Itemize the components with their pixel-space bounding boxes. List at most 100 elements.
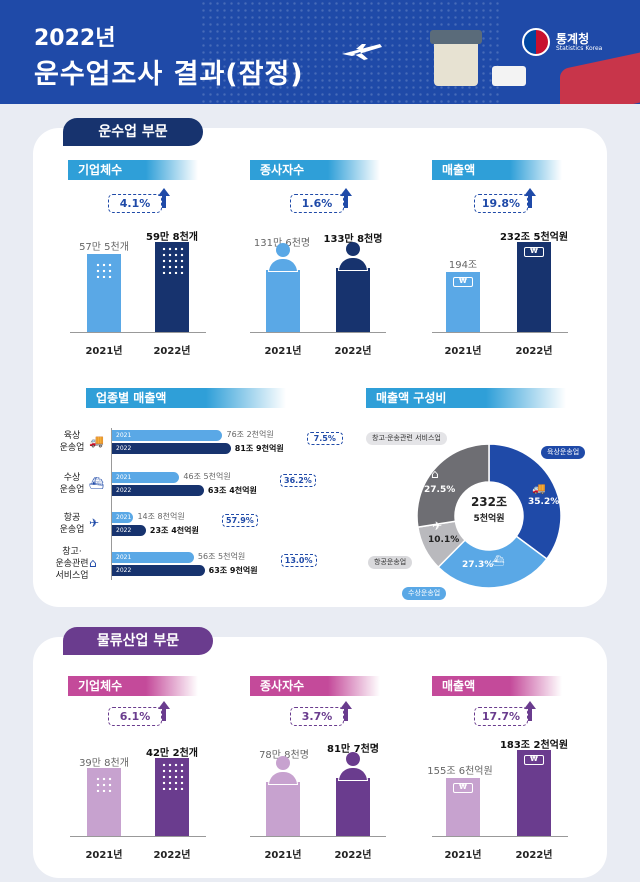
logo-name: 통계청: [556, 32, 590, 46]
building-windows: [161, 246, 185, 274]
transport-employees-2022-value: 133만 8천명: [323, 234, 383, 245]
industry-2021-bar: 2021: [112, 512, 134, 523]
won-bill-icon: ₩: [453, 277, 473, 287]
won-bill-icon: ₩: [524, 247, 544, 257]
chart-baseline: [432, 332, 568, 333]
logistics-employees-2021-value: 78만 8천명: [259, 750, 309, 761]
industry-2021-value: 76조 2천억원: [226, 430, 274, 439]
industry-growth-rate: 57.9%: [221, 514, 258, 527]
year-2022-label: 2022년: [334, 346, 372, 357]
logistics-employees-2022-value: 81만 7천명: [327, 744, 379, 755]
airplane-icon: [342, 44, 382, 60]
year-2021-label: 2021년: [85, 346, 123, 357]
donut-center-total: 232조: [470, 495, 508, 509]
transport-establishments-label: 기업체수: [68, 160, 198, 180]
truck-icon: [492, 66, 526, 86]
industry-name: 창고· 운송관련 서비스업: [55, 547, 89, 581]
year-2022-label: 2022년: [334, 850, 372, 861]
industry-2021-value: 46조 5천억원: [183, 472, 231, 481]
year-2022-label: 2022: [116, 527, 132, 534]
increase-arrow-icon: [524, 188, 536, 208]
airplane-icon: ✈: [89, 516, 100, 530]
callout-warehouse-services: 창고·운송관련 서비스업: [366, 432, 447, 445]
transport-employees-rate: 1.6%: [290, 194, 344, 213]
transport-employees-2022-bar: [336, 268, 370, 332]
year-2021-label: 2021년: [444, 850, 482, 861]
industry-2022-bar: 2022: [112, 525, 146, 536]
year-2022-label: 2022년: [515, 850, 553, 861]
industry-growth-rate: 36.2%: [279, 474, 316, 487]
building-windows: [95, 262, 113, 278]
year-2022-label: 2022: [116, 445, 132, 452]
composition-label: 매출액 구성비: [366, 388, 566, 408]
donut-slice: [488, 443, 562, 560]
industry-growth-rate: 7.5%: [306, 432, 343, 445]
logistics-establishments-2021-bar: [87, 768, 121, 836]
transport-sales-rate: 19.8%: [474, 194, 528, 213]
composition-donut-chart: [416, 443, 562, 589]
airplane-icon: ✈: [432, 519, 443, 533]
statistics-korea-logo: 통계청 Statistics Korea: [522, 28, 632, 58]
logistics-employees-2021-bar: [266, 782, 300, 836]
logistics-establishments-2022-bar: [155, 758, 189, 836]
year-2022-label: 2022년: [153, 850, 191, 861]
transport-establishments-2021-bar: [87, 254, 121, 332]
industry-2021-bar: 2021: [112, 472, 180, 483]
chart-baseline: [70, 332, 206, 333]
transport-sales-2021-bar: ₩: [446, 272, 480, 332]
industry-sales-label: 업종별 매출액: [86, 388, 286, 408]
logistics-sales-label: 매출액: [432, 676, 562, 696]
industry-2022-value: 63조 9천억원: [208, 566, 258, 575]
year-2021-label: 2021: [116, 432, 132, 439]
increase-arrow-icon: [158, 188, 170, 208]
industry-2022-bar: 2022: [112, 565, 205, 576]
increase-arrow-icon: [158, 701, 170, 721]
increase-arrow-icon: [524, 701, 536, 721]
slice-label-water: 27.3%: [462, 560, 494, 570]
building-windows: [95, 776, 113, 792]
industry-2021-value: 56조 5천억원: [197, 552, 246, 561]
truck-icon: 🚚: [89, 434, 104, 448]
industry-2021-bar: 2021: [112, 552, 194, 563]
transport-employees-label: 종사자수: [250, 160, 380, 180]
logo-subtitle: Statistics Korea: [556, 45, 603, 52]
chart-baseline: [70, 836, 206, 837]
won-bill-icon: ₩: [524, 755, 544, 765]
ship-icon: ⛴: [492, 556, 505, 567]
transport-employees-2021-bar: [266, 270, 300, 332]
transport-sales-label: 매출액: [432, 160, 562, 180]
won-bill-icon: ₩: [453, 783, 473, 793]
industry-2021-value: 14조 8천억원: [137, 512, 185, 521]
year-2021-label: 2021: [116, 554, 132, 561]
donut-slice: [437, 535, 548, 589]
year-2021-label: 2021: [116, 474, 132, 481]
industry-growth-rate: 13.0%: [280, 554, 317, 567]
logistics-establishments-rate: 6.1%: [108, 707, 162, 726]
logistics-employees-2022-bar: [336, 778, 370, 836]
slice-label-air: 10.1%: [428, 535, 460, 545]
transport-sales-2022-bar: ₩: [517, 242, 551, 332]
year-2022-label: 2022년: [153, 346, 191, 357]
logistics-establishments-2021-value: 39만 8천개: [79, 758, 129, 769]
industry-2022-value: 81조 9천억원: [234, 444, 284, 453]
taegeuk-icon: [522, 28, 550, 56]
industry-2022-value: 63조 4천억원: [207, 486, 257, 495]
logistics-establishments-label: 기업체수: [68, 676, 198, 696]
ship-icon: ⛴: [89, 476, 105, 490]
chart-baseline: [250, 836, 386, 837]
callout-air-transport: 항공운송업: [368, 556, 413, 569]
building-windows: [161, 762, 185, 790]
logistics-sales-2021-bar: ₩: [446, 778, 480, 836]
logistics-sales-2022-value: 183조 2천억원: [499, 740, 569, 751]
ship-icon: [560, 50, 640, 104]
logistics-employees-label: 종사자수: [250, 676, 380, 696]
callout-land-transport: 육상운송업: [541, 446, 586, 459]
industry-2021-bar: 2021: [112, 430, 223, 441]
year-2022-label: 2022: [116, 487, 132, 494]
logistics-sales-rate: 17.7%: [474, 707, 528, 726]
transport-establishments-2022-value: 59만 8천개: [146, 232, 198, 243]
warehouse-icon: ⌂: [89, 556, 97, 570]
transport-establishments-2021-value: 57만 5천개: [79, 242, 129, 253]
logistics-section-title: 물류산업 부문: [63, 627, 213, 655]
year-2021-label: 2021년: [444, 346, 482, 357]
